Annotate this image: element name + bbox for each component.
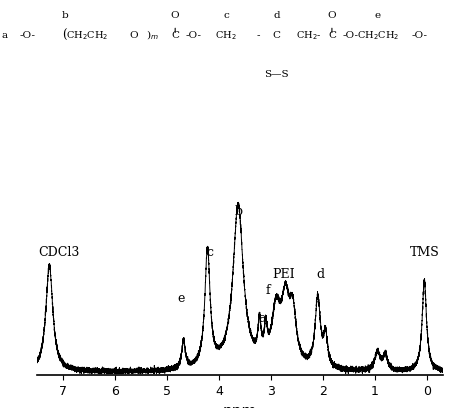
Text: )$_m$: )$_m$ xyxy=(146,29,159,42)
Text: e: e xyxy=(178,292,185,305)
Text: C: C xyxy=(328,31,336,40)
Text: f: f xyxy=(266,284,271,297)
Text: -O-: -O- xyxy=(20,31,35,40)
Text: C: C xyxy=(171,31,179,40)
Text: c: c xyxy=(206,246,213,259)
Text: b: b xyxy=(234,206,242,218)
Text: d: d xyxy=(273,11,280,20)
Text: (: ( xyxy=(62,29,67,42)
Text: d: d xyxy=(316,268,325,281)
Text: CH$_2$-: CH$_2$- xyxy=(296,29,322,42)
Text: CDCl3: CDCl3 xyxy=(39,246,80,259)
Text: -: - xyxy=(256,31,260,40)
Text: O: O xyxy=(130,31,138,40)
Text: a: a xyxy=(1,31,8,40)
Text: e: e xyxy=(375,11,381,20)
Text: CH$_2$CH$_2$: CH$_2$CH$_2$ xyxy=(66,29,109,42)
Text: -O-: -O- xyxy=(412,31,427,40)
Text: TMS: TMS xyxy=(409,246,439,259)
Text: -O-: -O- xyxy=(186,31,201,40)
Text: S—S: S—S xyxy=(264,70,289,79)
Text: b: b xyxy=(61,11,68,20)
Text: a: a xyxy=(258,312,266,325)
Text: O: O xyxy=(171,11,179,20)
Text: PEI: PEI xyxy=(272,268,295,281)
Text: CH$_2$: CH$_2$ xyxy=(215,29,236,42)
Text: C: C xyxy=(272,31,281,40)
Text: -O-: -O- xyxy=(343,31,358,40)
Text: O: O xyxy=(328,11,336,20)
Text: c: c xyxy=(223,11,229,20)
X-axis label: ppm: ppm xyxy=(223,404,257,408)
Text: CH$_2$CH$_2$: CH$_2$CH$_2$ xyxy=(357,29,399,42)
